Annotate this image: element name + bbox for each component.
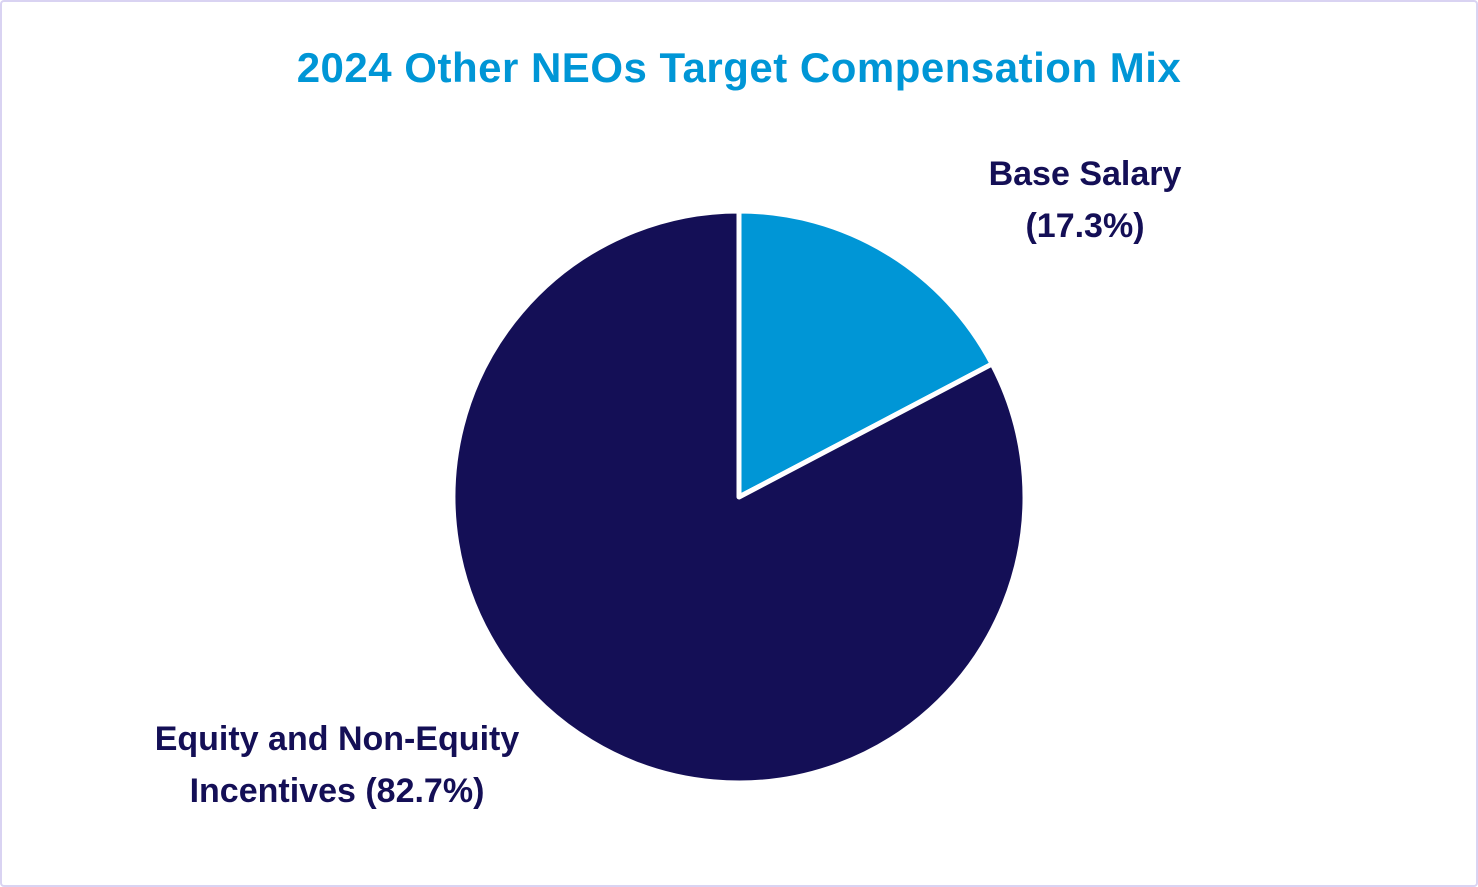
slice-label-line: Equity and Non-Equity [155,720,520,758]
chart-title: 2024 Other NEOs Target Compensation Mix [296,44,1182,91]
slice-label-equity-and-non-equity-incentives: Equity and Non-Equity Incentives (82.7%) [155,720,520,810]
slice-label-line: (17.3%) [1025,207,1144,245]
slice-label-line: Incentives (82.7%) [190,772,485,810]
slice-labels: Base Salary (17.3%) Equity and Non-Equity I… [155,155,1182,810]
pie-slices [450,208,1028,786]
pie-slice-equity-and-non-equity-incentives [450,208,1028,786]
pie-slice-base-salary [736,208,995,500]
slice-label-base-salary: Base Salary (17.3%) [989,155,1182,245]
slice-label-line: Base Salary [989,155,1182,193]
